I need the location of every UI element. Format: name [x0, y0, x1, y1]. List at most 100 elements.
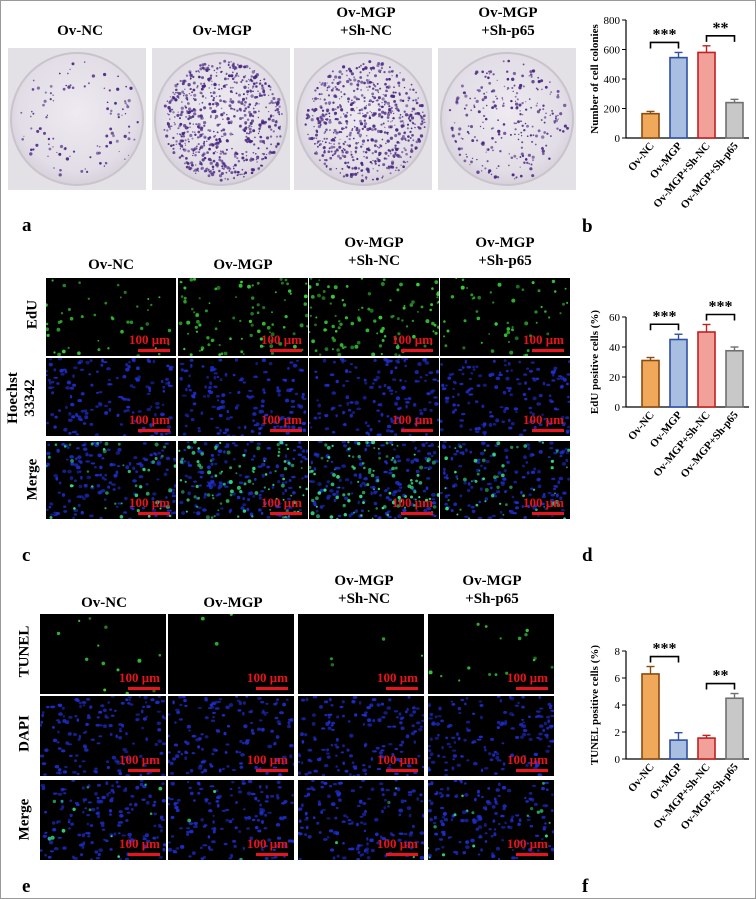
scale-bar-label: 100 μm — [507, 670, 548, 685]
tunel-cells — [168, 780, 294, 860]
tunel-significance-label: *** — [653, 641, 677, 658]
colony-significance-label: *** — [653, 26, 677, 43]
edu-image: 100 μm — [46, 358, 176, 436]
petri-dish — [440, 52, 574, 186]
tunel-header-line: Ov-MGP — [334, 573, 394, 589]
scale-bar — [270, 429, 302, 432]
colony-dots — [20, 61, 139, 177]
edu-cells — [46, 279, 172, 356]
edu-cells — [179, 358, 307, 436]
tunel-cells — [40, 696, 166, 776]
tunel-ytick-label: 6 — [615, 673, 621, 685]
colony-header-line: +Sh-NC — [340, 23, 392, 39]
tunel-cells — [168, 696, 294, 776]
tunel-header-line: +Sh-NC — [338, 591, 390, 607]
edu-significance-bracket — [705, 313, 736, 321]
tunel-image: 100 μm — [40, 614, 166, 694]
colony-dots — [448, 59, 569, 180]
panel-label-a: a — [22, 215, 32, 236]
edu-header-1: Ov-MGP — [183, 256, 303, 274]
scale-bar-label: 100 μm — [247, 752, 288, 767]
petri-dish — [154, 52, 288, 186]
scale-bar — [256, 687, 288, 690]
scale-bar-label: 100 μm — [129, 412, 170, 427]
colony-header-line: Ov-MGP — [478, 5, 538, 21]
tunel-significance-label: ** — [713, 668, 729, 685]
scale-bar — [138, 512, 170, 515]
scale-bar-label: 100 μm — [261, 332, 302, 347]
colony-bar — [725, 101, 744, 139]
tunel-ylabel: TUNEL positive cells (%) — [589, 645, 601, 765]
edu-ytick-label: 20 — [609, 372, 621, 384]
edu-header-line: Ov-MGP — [213, 257, 273, 273]
edu-image: 100 μm — [309, 358, 439, 436]
scale-bar-label: 100 μm — [261, 412, 302, 427]
colony-dish-image — [294, 48, 432, 190]
tunel-cells — [428, 696, 554, 776]
colony-dish-image — [152, 48, 290, 190]
edu-cells — [440, 441, 570, 519]
edu-significance-bracket — [649, 323, 680, 331]
scale-bar — [516, 769, 548, 772]
scale-bar — [401, 512, 433, 515]
tunel-header-3: Ov-MGP +Sh-p65 — [432, 572, 552, 608]
panel-label-d: d — [582, 545, 593, 566]
scale-bar — [386, 769, 418, 772]
edu-image: 100 μm — [440, 358, 570, 436]
colony-dish-image — [8, 48, 146, 190]
panel-label-c: c — [22, 545, 31, 566]
edu-cells — [443, 278, 569, 356]
scale-bar-label: 100 μm — [377, 752, 418, 767]
tunel-image: 100 μm — [428, 696, 554, 776]
colony-header-1: Ov-MGP — [162, 22, 282, 40]
colony-ytick-label: 200 — [604, 104, 621, 116]
edu-header-line: +Sh-NC — [348, 253, 400, 269]
tunel-row-label: Merge — [16, 798, 33, 841]
colony-ytick-label: 800 — [604, 15, 621, 27]
tunel-ytick-label: 8 — [615, 646, 621, 658]
edu-row-label: Hoechst 33342 — [5, 372, 38, 424]
edu-image: 100 μm — [440, 278, 570, 356]
scale-bar-label: 100 μm — [523, 495, 564, 510]
tunel-image: 100 μm — [40, 780, 166, 860]
edu-header-line: Ov-NC — [88, 257, 134, 273]
colony-ylabel: Number of cell colonies — [589, 24, 601, 134]
edu-row-label: EdU — [24, 299, 41, 330]
edu-header-2: Ov-MGP +Sh-NC — [314, 234, 434, 270]
colony-bar — [669, 56, 688, 139]
scale-bar-label: 100 μm — [392, 332, 433, 347]
colony-header-line: +Sh-p65 — [481, 23, 535, 39]
edu-significance-label: *** — [709, 300, 733, 316]
scale-bar — [516, 853, 548, 856]
edu-image: 100 μm — [309, 441, 439, 519]
tunel-significance-bracket — [705, 682, 736, 690]
colony-bar — [641, 112, 660, 139]
scale-bar — [532, 429, 564, 432]
tunel-row-label: DAPI — [16, 715, 33, 752]
tunel-header-line: Ov-MGP — [462, 573, 522, 589]
scale-bar — [401, 429, 433, 432]
scale-bar — [128, 769, 160, 772]
panel-label-e: e — [22, 876, 31, 897]
colony-dish-image — [438, 48, 576, 190]
tunel-header-line: +Sh-p65 — [465, 591, 519, 607]
edu-image: 100 μm — [178, 278, 308, 356]
tunel-ytick-label: 2 — [615, 727, 621, 739]
scale-bar — [386, 687, 418, 690]
colony-significance-bracket — [649, 41, 680, 49]
scale-bar — [256, 853, 288, 856]
edu-cells — [46, 358, 174, 436]
colony-ytick-label: 600 — [604, 45, 621, 57]
scale-bar — [386, 853, 418, 856]
edu-image: 100 μm — [46, 441, 176, 519]
tunel-header-0: Ov-NC — [44, 594, 164, 612]
colony-dots — [304, 60, 426, 183]
tunel-header-1: Ov-MGP — [173, 594, 293, 612]
tunel-bar — [725, 697, 744, 760]
colony-ytick-label: 400 — [604, 74, 621, 86]
scale-bar — [138, 349, 170, 352]
scale-bar-label: 100 μm — [523, 412, 564, 427]
